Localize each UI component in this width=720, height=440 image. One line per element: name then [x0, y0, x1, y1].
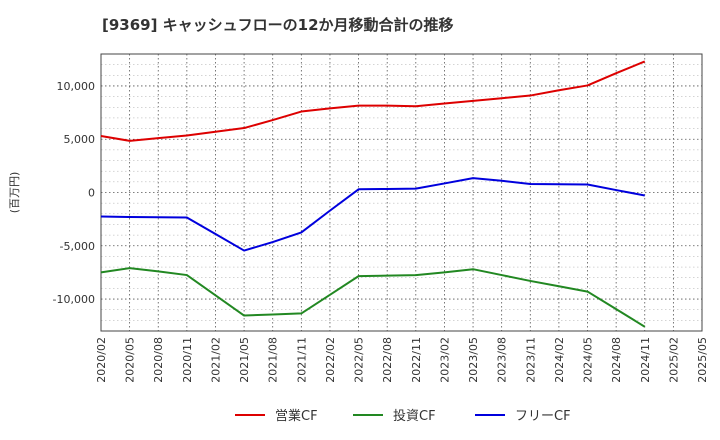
- series-line-投資CF: [100, 267, 646, 328]
- x-tick-label: 2023/08: [496, 337, 509, 383]
- x-tick-label: 2024/11: [639, 337, 652, 383]
- x-tick-label: 2024/08: [610, 337, 623, 383]
- x-tick-label: 2022/02: [324, 337, 337, 383]
- y-tick-label: -5,000: [60, 240, 95, 253]
- x-tick-label: 2021/08: [267, 337, 280, 383]
- x-tick-label: 2022/05: [353, 337, 366, 383]
- x-tick-label: 2025/02: [667, 337, 680, 383]
- x-tick-label: 2020/05: [124, 337, 137, 383]
- series-line-フリーCF: [100, 177, 645, 252]
- series-line-営業CF: [100, 60, 646, 142]
- x-tick-label: 2023/02: [438, 337, 451, 383]
- plot-frame: [100, 53, 703, 332]
- y-tick-label: 0: [88, 187, 95, 200]
- x-tick-label: 2020/11: [181, 337, 194, 383]
- x-tick-label: 2024/02: [553, 337, 566, 383]
- x-tick-label: 2022/08: [381, 337, 394, 383]
- legend-label: フリーCF: [515, 409, 571, 424]
- y-tick-label: 10,000: [57, 80, 96, 93]
- x-tick-label: 2021/11: [295, 337, 308, 383]
- x-tick-label: 2023/11: [524, 337, 537, 383]
- x-tick-label: 2022/11: [410, 337, 423, 383]
- x-tick-label: 2021/05: [238, 337, 251, 383]
- x-tick-label: 2020/08: [152, 337, 165, 383]
- x-tick-label: 2024/05: [582, 337, 595, 383]
- y-tick-label: 5,000: [64, 133, 96, 146]
- x-tick-label: 2025/05: [696, 337, 709, 383]
- x-tick-label: 2021/02: [209, 337, 222, 383]
- legend-label: 営業CF: [275, 408, 318, 424]
- x-tick-label: 2023/05: [467, 337, 480, 383]
- chart-title: [9369] キャッシュフローの12か月移動合計の推移: [102, 16, 454, 34]
- legend-label: 投資CF: [393, 408, 436, 424]
- x-tick-label: 2020/02: [95, 337, 108, 383]
- y-tick-label: -10,000: [53, 293, 95, 306]
- y-axis-label: (百万円): [8, 172, 21, 214]
